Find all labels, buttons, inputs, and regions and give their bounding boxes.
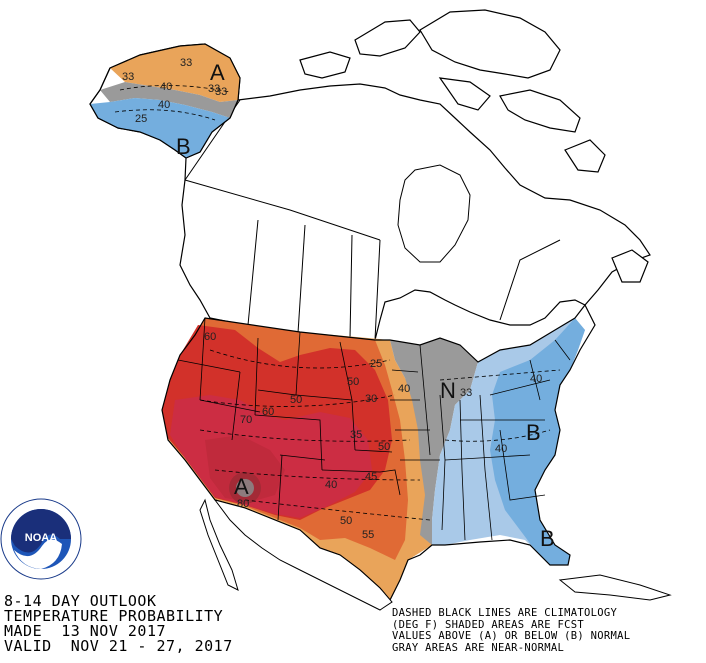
noaa-logo: NOAA (0, 498, 82, 580)
title-line-2: TEMPERATURE PROBABILITY (4, 607, 224, 625)
contour-label: 25 (370, 358, 382, 370)
climatology-lines (114, 85, 561, 521)
contour-label: 50 (340, 515, 352, 527)
contour-label: 60 (204, 331, 216, 343)
contour-label: 35 (350, 429, 362, 441)
valid-dates: NOV 21 - 27, 2017 (70, 637, 233, 655)
contour-label: 40 (495, 443, 507, 455)
alaska-below-region (90, 98, 230, 158)
legend-line-2: (DEG F) SHADED AREAS ARE FCST (392, 618, 585, 631)
contour-label: 55 (362, 529, 374, 541)
title-block: 8-14 DAY OUTLOOK TEMPERATURE PROBABILITY… (4, 594, 233, 654)
region-letters: A B A B B N (176, 60, 555, 551)
legend-line-4: GRAY AREAS ARE NEAR-NORMAL (392, 641, 565, 654)
contour-label: 40 (530, 373, 542, 385)
contour-label: 33 (460, 387, 472, 399)
made-date: 13 NOV 2017 (61, 622, 167, 640)
cuba (558, 574, 672, 601)
contour-label: 40 (325, 479, 337, 491)
contour-label: 50 (347, 376, 359, 388)
valid-label: VALID (4, 637, 52, 655)
contour-label: 50 (290, 394, 302, 406)
near-normal-region (390, 338, 478, 545)
alaska-above-region (110, 44, 240, 102)
contour-label: 60 (262, 406, 274, 418)
mexico (213, 499, 393, 611)
noaa-logo-text: NOAA (25, 532, 57, 544)
legend-block: DASHED BLACK LINES ARE CLIMATOLOGY (DEG … (392, 607, 631, 654)
hudson-bay (397, 164, 471, 263)
contour-label: 25 (135, 113, 147, 125)
contour-labels: 33 33 33 33 40 40 40 40 40 60 60 50 50 5… (122, 57, 542, 541)
legend-line-1: DASHED BLACK LINES ARE CLIMATOLOGY (392, 607, 618, 619)
great-lakes-normal-letter: N (440, 378, 456, 403)
below-40-region (490, 318, 585, 565)
alaska-above-letter: A (210, 60, 225, 85)
alaska-normal-region (100, 82, 238, 118)
florida-below-letter: B (540, 526, 555, 551)
legend-line-3: VALUES ABOVE (A) OR BELOW (B) NORMAL (392, 630, 631, 642)
contour-label: 33 (122, 71, 134, 83)
alaska-below-letter: B (176, 134, 191, 159)
title-line-1: 8-14 DAY OUTLOOK (4, 592, 157, 610)
contour-label: 33 (215, 86, 227, 98)
east-below-letter: B (526, 420, 541, 445)
contour-label: 50 (378, 441, 390, 453)
province-borders (184, 99, 561, 341)
contour-label: 80 (237, 498, 249, 510)
contour-label: 40 (160, 81, 172, 93)
above-70-region (205, 435, 285, 502)
made-label: MADE (4, 622, 43, 640)
baja (199, 498, 239, 591)
contour-label: 45 (365, 471, 377, 483)
contour-label: 40 (398, 383, 410, 395)
contour-label: 40 (158, 99, 170, 111)
contour-label: 33 (180, 57, 192, 69)
contour-label: 30 (365, 393, 377, 405)
contour-label: 33 (208, 83, 220, 95)
west-above-letter: A (234, 474, 249, 499)
alaska-shading (89, 43, 241, 159)
contour-label: 70 (240, 414, 252, 426)
